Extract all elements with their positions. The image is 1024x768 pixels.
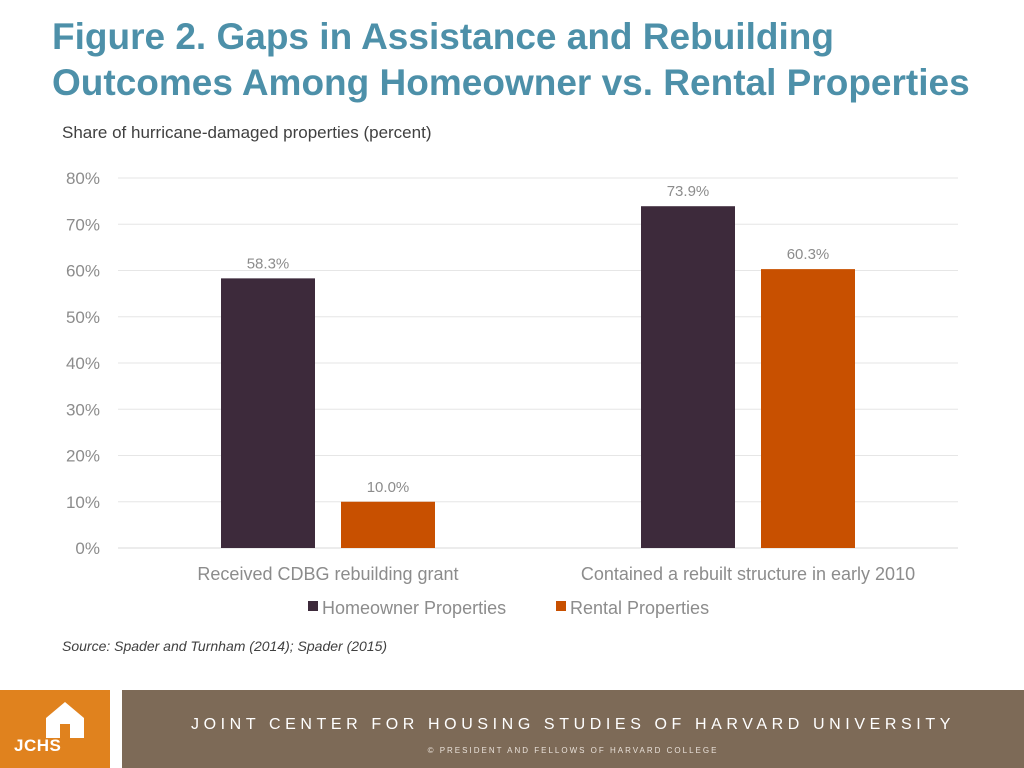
house-icon: [46, 702, 84, 738]
bar-chart: Share of hurricane-damaged properties (p…: [62, 123, 958, 618]
y-tick-label: 40%: [66, 354, 100, 373]
footer-banner: JOINT CENTER FOR HOUSING STUDIES OF HARV…: [122, 690, 1024, 768]
category-labels: Received CDBG rebuilding grant Contained …: [197, 564, 915, 584]
bar-homeowner: [641, 206, 735, 548]
footer: JCHS JOINT CENTER FOR HOUSING STUDIES OF…: [0, 690, 1024, 768]
bar-homeowner: [221, 278, 315, 548]
y-tick-label: 30%: [66, 400, 100, 419]
bar-rental: [341, 501, 435, 548]
legend-swatch: [308, 601, 318, 611]
y-tick-label: 80%: [66, 169, 100, 188]
legend-label: Homeowner Properties: [322, 598, 506, 618]
y-tick-label: 20%: [66, 447, 100, 466]
data-label: 73.9%: [667, 183, 710, 200]
data-labels: 58.3% 10.0% 73.9% 60.3%: [247, 183, 830, 496]
legend-swatch: [556, 601, 566, 611]
y-tick-label: 0%: [75, 539, 100, 558]
legend: Homeowner Properties Rental Properties: [308, 598, 709, 618]
y-tick-label: 70%: [66, 215, 100, 234]
y-tick-label: 50%: [66, 308, 100, 327]
data-label: 10.0%: [367, 479, 410, 496]
y-tick-label: 60%: [66, 262, 100, 281]
y-axis-label: Share of hurricane-damaged properties (p…: [62, 123, 431, 142]
copyright-text: © PRESIDENT AND FELLOWS OF HARVARD COLLE…: [427, 746, 719, 755]
page-title: Figure 2. Gaps in Assistance and Rebuild…: [52, 14, 1012, 106]
logo-text: JCHS: [14, 736, 62, 755]
banner-title: JOINT CENTER FOR HOUSING STUDIES OF HARV…: [190, 716, 955, 733]
legend-label: Rental Properties: [570, 598, 709, 618]
data-label: 60.3%: [787, 246, 830, 263]
jchs-logo: JCHS: [0, 690, 110, 768]
title-line-2: Outcomes Among Homeowner vs. Rental Prop…: [52, 62, 970, 103]
y-tick-labels: 0% 10% 20% 30% 40% 50% 60% 70% 80%: [66, 169, 100, 558]
bar-rental: [761, 269, 855, 548]
bars: [221, 206, 855, 548]
category-label: Received CDBG rebuilding grant: [197, 564, 458, 584]
source-note: Source: Spader and Turnham (2014); Spade…: [62, 638, 388, 654]
data-label: 58.3%: [247, 255, 290, 272]
y-tick-label: 10%: [66, 493, 100, 512]
title-line-1: Figure 2. Gaps in Assistance and Rebuild…: [52, 16, 834, 57]
footer-divider: [110, 690, 122, 768]
category-label: Contained a rebuilt structure in early 2…: [581, 564, 915, 584]
